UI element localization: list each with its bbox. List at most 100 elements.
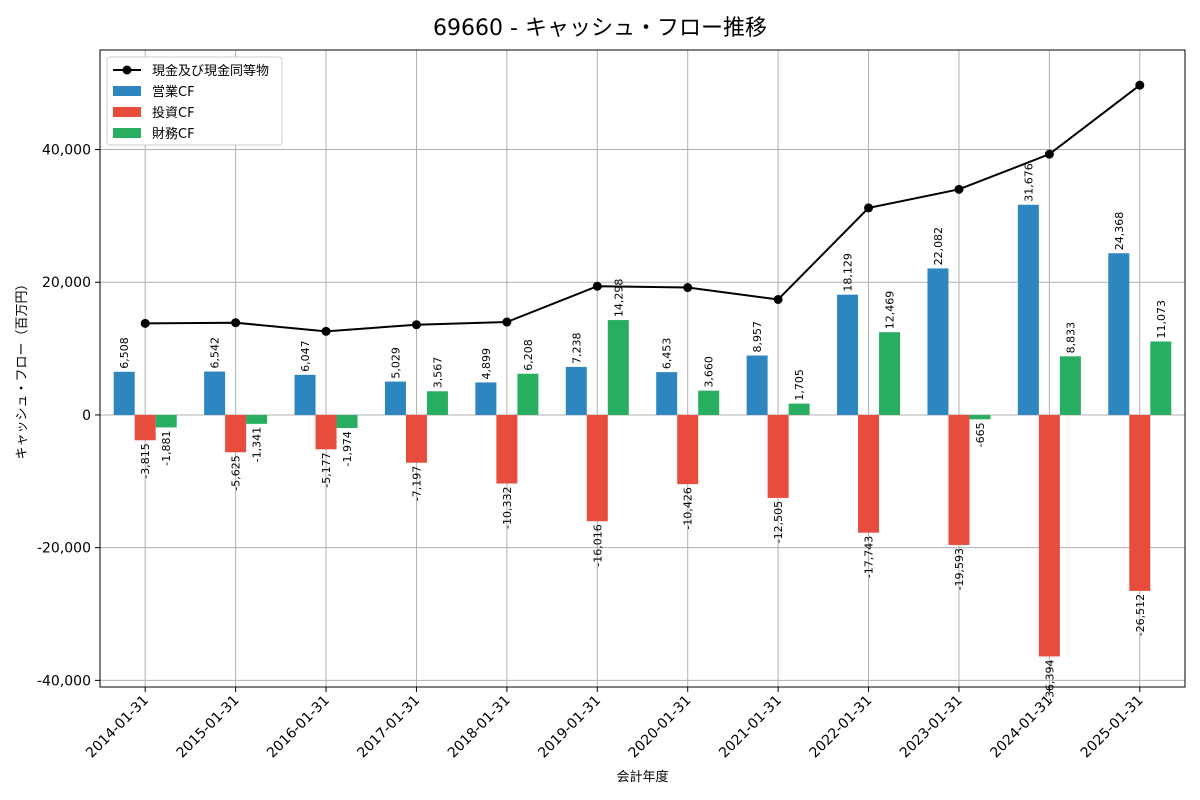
bar-財務CF — [426, 391, 448, 415]
data-label: 6,453 — [661, 338, 674, 370]
data-label: -5,177 — [320, 452, 333, 487]
data-label: 7,238 — [570, 332, 583, 364]
bar-財務CF — [607, 320, 629, 415]
legend-swatch — [113, 107, 141, 117]
data-label: 31,676 — [1022, 163, 1035, 202]
legend-swatch — [113, 128, 141, 138]
bar-投資CF — [586, 414, 608, 522]
data-label: -17,743 — [863, 536, 876, 578]
x-tick-label: 2014-01-31 — [83, 693, 152, 762]
data-label: -16,016 — [591, 524, 604, 566]
data-label: -3,815 — [139, 443, 152, 478]
y-axis-title: キャッシュ・フロー（百万円） — [15, 277, 30, 459]
bar-営業CF — [113, 371, 135, 415]
y-tick-label: -40,000 — [37, 673, 91, 689]
bar-投資CF — [134, 414, 156, 441]
data-label: 8,833 — [1064, 322, 1077, 354]
x-axis-title: 会計年度 — [616, 769, 668, 785]
x-tick-label: 2016-01-31 — [264, 693, 333, 762]
x-tick-label: 2021-01-31 — [716, 693, 785, 762]
bar-営業CF — [1017, 204, 1039, 415]
bar-営業CF — [927, 268, 949, 415]
data-label: 5,029 — [389, 347, 402, 379]
data-label: -1,341 — [251, 427, 264, 462]
chart-title: 69660 - キャッシュ・フロー推移 — [433, 16, 767, 41]
data-label: 11,073 — [1155, 300, 1168, 339]
x-tick-label: 2019-01-31 — [535, 693, 604, 762]
legend-label: 営業CF — [152, 84, 195, 100]
cash-balance-line — [145, 84, 1141, 333]
bar-財務CF — [788, 403, 810, 415]
cash-balance-point — [683, 283, 693, 293]
data-label: 3,660 — [703, 356, 716, 388]
bar-営業CF — [837, 294, 859, 415]
x-tick-label: 2022-01-31 — [807, 693, 876, 762]
data-label: -7,197 — [410, 466, 423, 501]
grid-layer — [100, 50, 1185, 687]
cash-balance-point — [140, 318, 150, 328]
bar-財務CF — [1059, 356, 1081, 415]
bar-営業CF — [384, 381, 406, 415]
bar-営業CF — [1108, 253, 1130, 415]
x-tick-label: 2020-01-31 — [626, 693, 695, 762]
x-tick-label: 2018-01-31 — [445, 693, 514, 762]
data-label: -26,512 — [1134, 594, 1147, 636]
data-label: 6,047 — [299, 340, 312, 372]
data-label: 1,705 — [793, 369, 806, 401]
x-tick-label: 2017-01-31 — [354, 693, 423, 762]
data-label: 24,368 — [1113, 212, 1126, 251]
cash-balance-point — [864, 203, 874, 213]
legend-marker — [122, 65, 132, 75]
y-tick-label: 0 — [82, 408, 91, 424]
cash-balance-point — [411, 320, 421, 330]
bar-財務CF — [969, 414, 991, 420]
data-label: 12,469 — [884, 291, 897, 330]
line-layer — [140, 80, 1145, 336]
bar-layer — [113, 204, 1172, 657]
bar-投資CF — [1129, 414, 1151, 591]
bar-財務CF — [1150, 341, 1172, 415]
plot-frame — [99, 49, 1186, 688]
x-tick-label: 2023-01-31 — [897, 693, 966, 762]
bar-営業CF — [475, 382, 497, 415]
x-tick-label: 2025-01-31 — [1078, 693, 1147, 762]
data-label: -5,625 — [230, 455, 243, 490]
legend-swatch — [113, 86, 141, 96]
cash-balance-point — [954, 184, 964, 194]
legend-label: 現金及び現金同等物 — [152, 63, 269, 79]
bar-財務CF — [336, 414, 358, 429]
data-label: -10,332 — [501, 487, 514, 529]
cash-balance-point — [592, 281, 602, 291]
x-tick-label: 2024-01-31 — [987, 693, 1056, 762]
bar-営業CF — [204, 371, 226, 415]
cash-balance-point — [773, 294, 783, 304]
data-label: 4,899 — [480, 348, 493, 380]
cash-balance-point — [1044, 149, 1054, 159]
data-label: -36,394 — [1043, 659, 1056, 701]
legend-label: 投資CF — [152, 105, 195, 121]
bar-投資CF — [948, 414, 970, 545]
data-label: -10,426 — [682, 487, 695, 529]
data-label: -665 — [974, 422, 987, 447]
bar-営業CF — [294, 374, 316, 415]
data-label: -1,974 — [341, 431, 354, 466]
bar-投資CF — [677, 414, 699, 485]
data-label: 14,298 — [612, 279, 625, 318]
cash-balance-point — [1135, 80, 1145, 90]
bar-財務CF — [155, 414, 177, 428]
bar-財務CF — [698, 390, 720, 415]
y-tick-label: 20,000 — [42, 275, 91, 291]
cash-balance-point — [502, 317, 512, 327]
cash-balance-point — [321, 326, 331, 336]
bar-投資CF — [496, 414, 518, 484]
bar-財務CF — [246, 414, 268, 424]
bar-投資CF — [405, 414, 427, 463]
bar-投資CF — [315, 414, 337, 450]
bar-営業CF — [565, 366, 587, 415]
data-label-layer: 6,508 6,542 6,047 5,029 4,899 7,238 6,453 8,957… — [118, 163, 1168, 702]
y-tick-label: 40,000 — [42, 143, 91, 159]
data-label: 3,567 — [431, 357, 444, 389]
data-label: 8,957 — [751, 321, 764, 353]
data-label: 6,208 — [522, 339, 535, 371]
